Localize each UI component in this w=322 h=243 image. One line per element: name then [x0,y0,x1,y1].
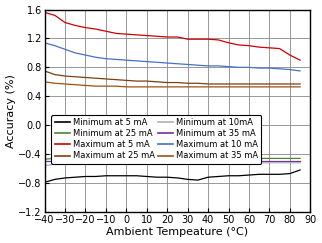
X-axis label: Ambient Tempeature (°C): Ambient Tempeature (°C) [106,227,249,237]
Legend: Minimum at 5 mA, Minimum at 25 mA, Maximum at 5 mA, Maximum at 25 mA, Minimum at: Minimum at 5 mA, Minimum at 25 mA, Maxim… [52,115,261,164]
Y-axis label: Accuracy (%): Accuracy (%) [5,74,15,148]
